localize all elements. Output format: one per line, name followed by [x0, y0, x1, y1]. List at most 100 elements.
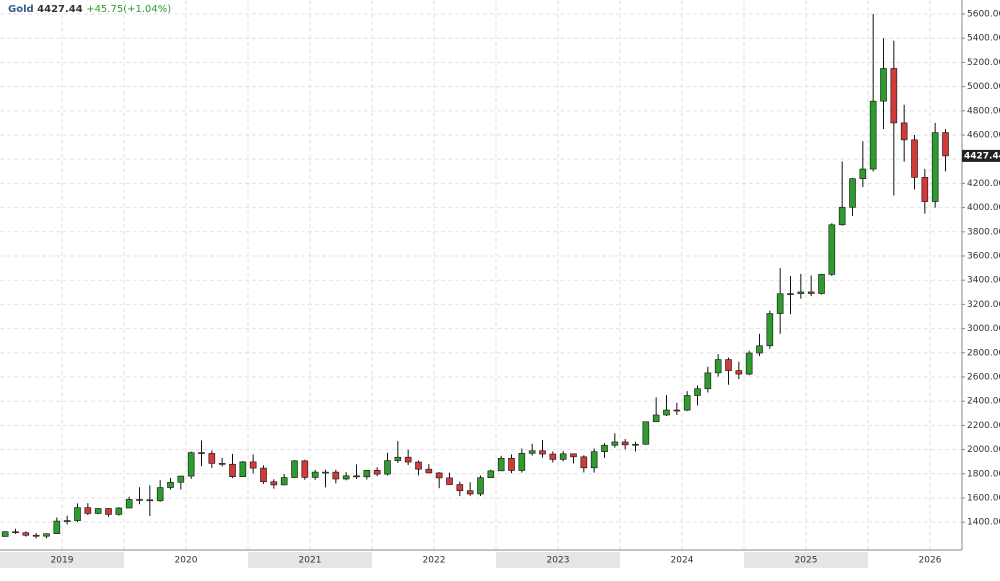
- year-bands: 2019 2020 2021 2022 2023 2024 2025 2026: [0, 552, 962, 568]
- candle-body: [497, 457, 505, 472]
- y-tick-label: 3600.00: [967, 252, 1000, 262]
- candle-body: [456, 484, 464, 492]
- change-pct: (+1.04%): [123, 4, 171, 15]
- candle-body: [373, 469, 381, 475]
- candle-body: [301, 460, 309, 478]
- x-year-label: 2024: [671, 556, 694, 566]
- y-tick-label: 3200.00: [967, 300, 1000, 310]
- y-tick-label: 3000.00: [967, 324, 1000, 334]
- candle-body: [828, 224, 836, 275]
- candle-body: [270, 481, 278, 486]
- candle-body: [363, 469, 371, 478]
- candle-body: [601, 444, 608, 452]
- x-year-label: 2023: [547, 556, 570, 566]
- candle-body: [745, 352, 753, 375]
- candle-body: [260, 467, 267, 483]
- candle-body: [146, 499, 154, 502]
- grid: [0, 0, 962, 550]
- change: +45.75: [86, 4, 123, 15]
- candle-body: [694, 388, 701, 396]
- candle-body: [518, 453, 526, 471]
- y-tick-label: 4800.00: [967, 106, 1000, 116]
- y-tick-label: 2800.00: [967, 348, 1000, 358]
- candle-body: [466, 490, 474, 495]
- candle-body: [890, 68, 898, 124]
- candle-body: [942, 132, 949, 157]
- y-tick-label: 3800.00: [967, 227, 1000, 237]
- year-band: [0, 552, 124, 568]
- candle-body: [280, 477, 288, 486]
- y-tick-label: 2400.00: [967, 397, 1000, 407]
- y-tick-label: 4600.00: [967, 131, 1000, 141]
- y-tick-label: 5000.00: [967, 82, 1000, 92]
- last-price: 4427.44: [37, 4, 83, 15]
- y-tick-label: 2000.00: [967, 445, 1000, 455]
- candle-body: [797, 291, 805, 294]
- candle-body: [187, 452, 195, 477]
- year-band: [744, 552, 868, 568]
- x-year-label: 2019: [51, 556, 74, 566]
- candle-body: [1, 531, 9, 537]
- candle-body: [394, 456, 402, 461]
- y-tick-label: 2200.00: [967, 421, 1000, 431]
- x-year-label: 2021: [299, 556, 322, 566]
- x-year-label: 2026: [919, 556, 942, 566]
- candle-body: [921, 177, 929, 202]
- y-tick-label: 2600.00: [967, 372, 1000, 382]
- candle-body: [869, 100, 877, 170]
- year-band: [248, 552, 372, 568]
- y-tick-label: 1600.00: [967, 493, 1000, 503]
- candle-body: [528, 450, 536, 454]
- candle-body: [900, 122, 908, 141]
- candle-body: [446, 477, 453, 485]
- candle-body: [931, 132, 939, 202]
- candle-body: [342, 475, 350, 480]
- y-tick-label: 4000.00: [967, 203, 1000, 213]
- candle-body: [725, 359, 732, 371]
- year-band: [124, 552, 248, 568]
- candle-body: [704, 372, 712, 390]
- y-axis: 1400.00 1600.00 1800.00 2000.00 2200.00 2400.…: [962, 10, 1000, 528]
- year-band: [372, 552, 496, 568]
- candle-body: [425, 468, 433, 474]
- candle-body: [125, 499, 133, 509]
- year-band: [620, 552, 744, 568]
- candle-body: [322, 471, 329, 474]
- candle-body: [911, 139, 918, 178]
- candle-body: [43, 533, 50, 537]
- year-band: [496, 552, 620, 568]
- y-tick-label: 5400.00: [967, 34, 1000, 44]
- candle-body: [229, 463, 236, 477]
- candle-body: [477, 477, 484, 495]
- candle-body: [756, 345, 763, 354]
- candle-body: [435, 472, 443, 479]
- candle-body: [776, 293, 784, 314]
- candle-body: [570, 453, 577, 458]
- candle-body: [673, 409, 681, 412]
- candle-body: [880, 68, 887, 102]
- candle-body: [291, 460, 298, 478]
- candle-body: [115, 507, 123, 515]
- candle-body: [12, 531, 19, 534]
- candle-body: [167, 481, 174, 488]
- candle-body: [859, 168, 867, 179]
- candle-body: [84, 507, 92, 514]
- candle-body: [539, 450, 546, 455]
- candle-body: [849, 178, 856, 208]
- candle-body: [198, 452, 205, 454]
- y-tick-label: 3400.00: [967, 276, 1000, 286]
- candle-body: [838, 206, 846, 226]
- candle-body: [74, 507, 81, 521]
- candle-body: [632, 443, 639, 446]
- candle-body: [353, 475, 360, 478]
- last-price-label: 4427.44: [964, 151, 1000, 161]
- candle-body: [311, 471, 319, 478]
- candle-body: [239, 461, 247, 477]
- candle-body: [735, 370, 743, 375]
- candle-body: [136, 499, 143, 501]
- header: Gold 4427.44 +45.75(+1.04%): [8, 4, 171, 15]
- candle-body: [332, 471, 340, 480]
